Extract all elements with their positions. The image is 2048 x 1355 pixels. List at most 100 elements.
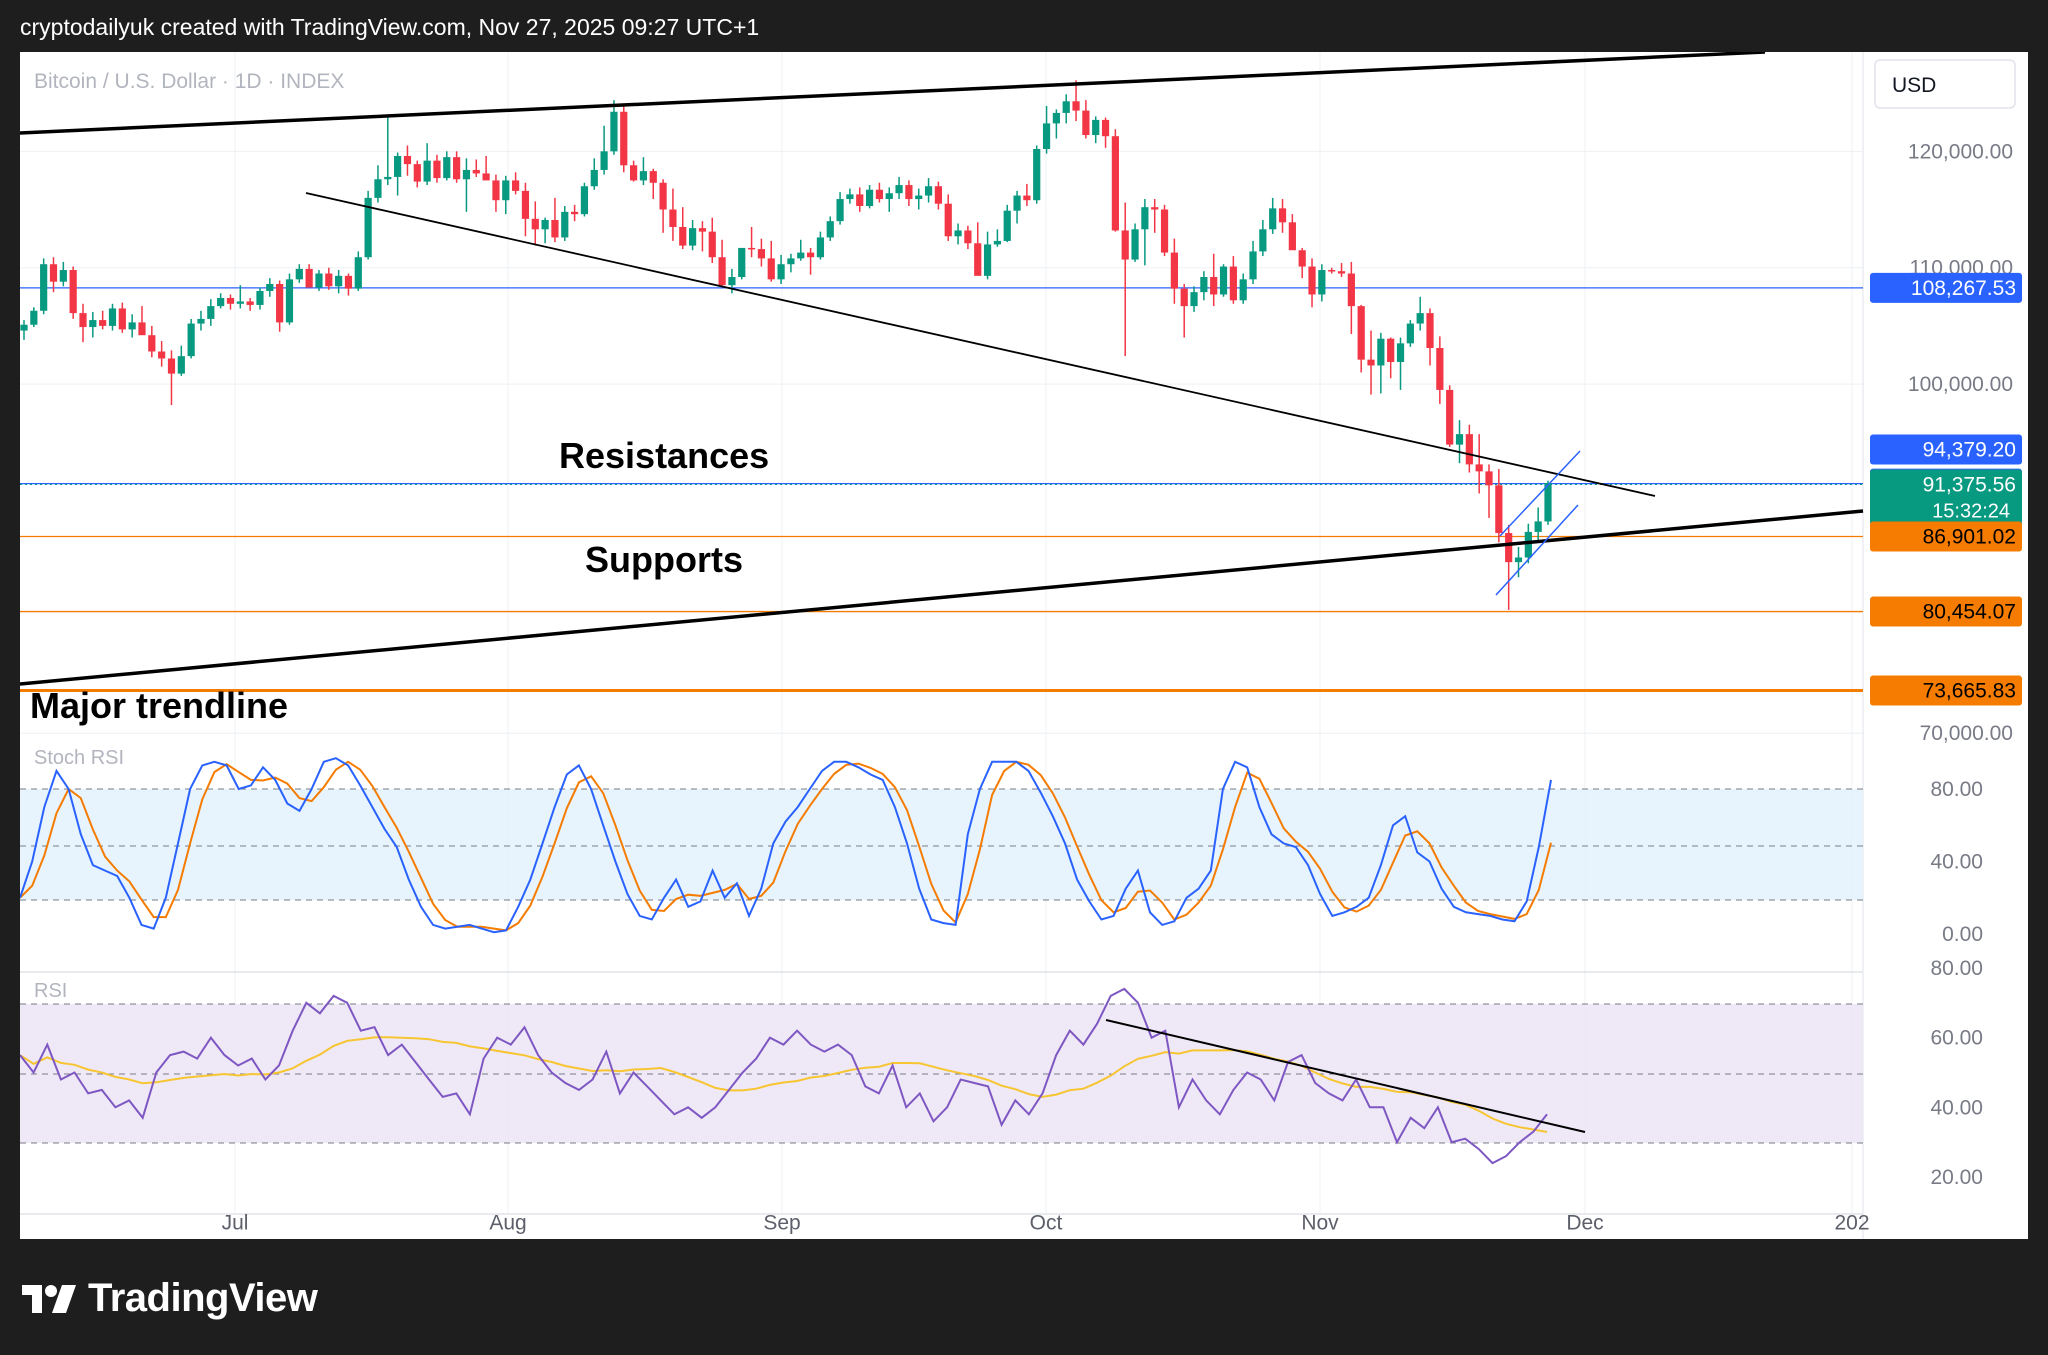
candle-body xyxy=(49,264,58,282)
header-attribution: cryptodailyuk created with TradingView.c… xyxy=(20,14,760,40)
candle-body xyxy=(846,194,854,200)
candle-body xyxy=(1377,338,1385,366)
candle-body xyxy=(521,190,530,219)
candle-body xyxy=(1328,270,1336,272)
candle-body xyxy=(1249,251,1257,280)
price-tag xyxy=(1870,675,2022,706)
candle-body xyxy=(915,195,923,200)
candle-body xyxy=(1436,348,1444,390)
candle-body xyxy=(767,258,775,280)
channel-lower-line xyxy=(1495,504,1579,596)
candle-body xyxy=(344,275,353,289)
candle-body xyxy=(571,211,579,215)
candle-body xyxy=(679,226,687,246)
candle-body xyxy=(433,160,441,179)
candle-body xyxy=(728,277,736,286)
candle-body xyxy=(462,169,471,180)
candle-body xyxy=(1505,533,1513,563)
candle-body xyxy=(295,268,303,280)
candle-body xyxy=(1288,222,1296,251)
candle-body xyxy=(1367,359,1375,366)
rsi-pane xyxy=(20,987,1586,1165)
candle-body xyxy=(30,310,38,325)
candle-body xyxy=(905,185,913,200)
candle-body xyxy=(246,301,254,305)
candle-body xyxy=(757,249,766,259)
price-tag-value: 73,665.83 xyxy=(1923,680,2016,703)
stoch-rsi-d-line xyxy=(20,760,1552,932)
candle-body xyxy=(20,324,28,331)
candle-body xyxy=(1387,338,1395,362)
candle-body xyxy=(1337,271,1346,274)
candle-body xyxy=(285,279,294,323)
major-trendline-label: Major trendline xyxy=(30,685,288,726)
candle-body xyxy=(954,230,962,237)
chart-panel[interactable]: Bitcoin / U.S. Dollar · 1D · INDEX Resist… xyxy=(20,52,2028,1239)
candle-body xyxy=(1072,101,1080,111)
candle-body xyxy=(335,275,343,287)
price-tag-value: 86,901.02 xyxy=(1923,526,2016,549)
candle-body xyxy=(797,252,805,259)
candle-body xyxy=(492,180,500,201)
candle-body xyxy=(600,151,608,170)
candle-body xyxy=(590,169,598,187)
candle-body xyxy=(1170,252,1178,289)
candle-body xyxy=(403,155,412,165)
candle-body xyxy=(1308,266,1316,295)
candle-body xyxy=(413,164,421,182)
candle-body xyxy=(1426,313,1434,349)
price-tag-value: 108,267.53 xyxy=(1911,277,2016,300)
candle-body xyxy=(128,322,136,330)
indicator-bands xyxy=(20,788,1863,1144)
candle-body xyxy=(1052,112,1060,124)
stoch-rsi-tick: 40.00 xyxy=(1930,851,1983,874)
candle-body xyxy=(1111,136,1119,231)
chart-canvas[interactable]: Bitcoin / U.S. Dollar · 1D · INDEX Resist… xyxy=(20,52,2028,1239)
candle-body xyxy=(1318,270,1326,295)
candle-body xyxy=(895,185,903,194)
candle-body xyxy=(108,308,117,326)
currency-box[interactable] xyxy=(1874,59,2016,109)
candle-body xyxy=(816,237,825,258)
candle-body xyxy=(1239,279,1247,301)
candle-body xyxy=(1534,521,1542,532)
candle-body xyxy=(354,257,362,289)
horizontal-levels xyxy=(20,287,1863,693)
candle-body xyxy=(1121,230,1129,260)
candle-body xyxy=(512,180,520,191)
candle-body xyxy=(187,323,195,357)
candle-body xyxy=(718,257,726,286)
rsi-tick: 40.00 xyxy=(1930,1096,1983,1119)
candle-body xyxy=(89,320,97,328)
descending-trendline xyxy=(305,192,1656,497)
candle-body xyxy=(738,247,746,278)
price-tag xyxy=(1870,596,2022,627)
candle-body xyxy=(993,240,1001,245)
candle-body xyxy=(836,199,844,222)
candle-body xyxy=(1357,306,1365,360)
candle-body xyxy=(580,186,589,215)
candle-body xyxy=(1082,110,1090,136)
candle-body xyxy=(1033,149,1041,201)
candle-body xyxy=(1475,464,1483,472)
candle-body xyxy=(1219,266,1228,295)
rsi-band xyxy=(20,1004,1863,1143)
candle-body xyxy=(236,301,244,304)
price-tag xyxy=(1870,272,2022,303)
candle-body xyxy=(1151,207,1159,210)
candle-body xyxy=(217,297,225,307)
candle-body xyxy=(207,306,215,319)
candle-body xyxy=(669,209,677,227)
price-tag xyxy=(1870,469,2022,526)
candles xyxy=(20,80,1552,610)
candle-body xyxy=(148,335,156,352)
candle-body xyxy=(1455,434,1464,445)
tradingview-logo[interactable]: TradingView xyxy=(20,1276,318,1321)
candle-body xyxy=(856,194,864,207)
y-tick-label: 100,000.00 xyxy=(1908,373,2013,396)
rsi-title: RSI xyxy=(34,980,67,1002)
candle-body xyxy=(1101,119,1110,137)
candle-body xyxy=(826,221,834,238)
price-axis: 120,000.00110,000.00100,000.0070,000.008… xyxy=(1870,59,2022,1189)
tradingview-logo-text: TradingView xyxy=(88,1276,318,1320)
